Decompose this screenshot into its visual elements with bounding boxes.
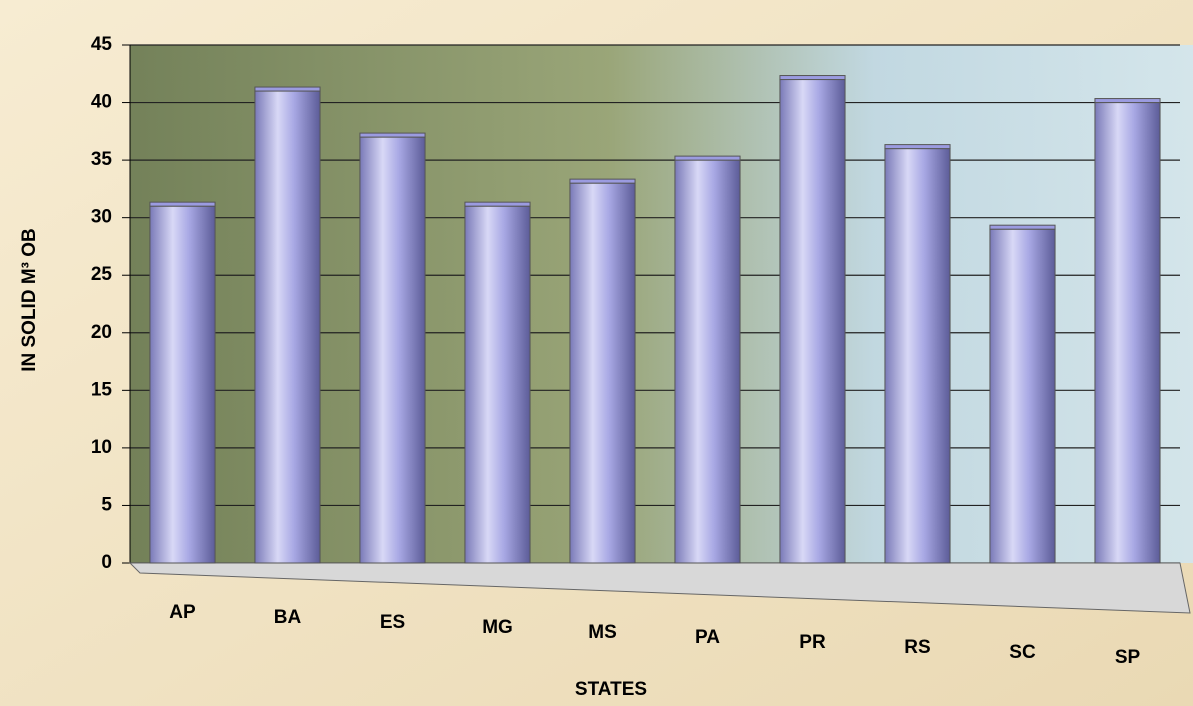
y-tick-label: 5 (101, 494, 112, 515)
x-tick-label: MS (588, 622, 617, 643)
bar-cap (359, 132, 426, 138)
y-tick-label: 0 (101, 552, 112, 573)
y-tick-label: 35 (91, 149, 113, 170)
bar-cap (674, 155, 741, 161)
bar-cap (149, 201, 216, 207)
bar (674, 159, 741, 564)
bar (464, 205, 531, 564)
y-tick-label: 10 (91, 437, 112, 458)
bar (149, 205, 216, 564)
x-tick-label: PR (799, 632, 826, 653)
bar-cap (779, 75, 846, 81)
bar (254, 90, 321, 564)
bar-cap (569, 178, 636, 184)
bar (884, 148, 951, 564)
y-axis-label: IN SOLID M³ OB (19, 228, 40, 372)
y-tick-label: 30 (91, 207, 112, 228)
x-tick-label: PA (695, 627, 720, 648)
x-tick-label: RS (904, 637, 930, 658)
y-tick-label: 40 (91, 92, 112, 113)
bar-cap (1094, 98, 1161, 104)
x-tick-label: MG (482, 617, 513, 638)
x-tick-label: ES (380, 612, 405, 633)
y-tick-label: 15 (91, 379, 113, 400)
x-tick-label: SP (1115, 647, 1141, 668)
bar (989, 228, 1056, 564)
bar (779, 79, 846, 564)
x-tick-label: AP (169, 602, 196, 623)
bar (359, 136, 426, 564)
x-tick-label: BA (274, 607, 302, 628)
bar (1094, 102, 1161, 564)
y-tick-label: 45 (91, 34, 113, 55)
y-tick-label: 20 (91, 322, 112, 343)
x-tick-label: SC (1009, 642, 1036, 663)
bar-cap (254, 86, 321, 92)
bar-cap (464, 201, 531, 207)
bar (569, 182, 636, 564)
x-axis-label: STATES (575, 679, 647, 700)
bar-cap (989, 224, 1056, 230)
bar-cap (884, 144, 951, 150)
y-tick-label: 25 (91, 264, 113, 285)
